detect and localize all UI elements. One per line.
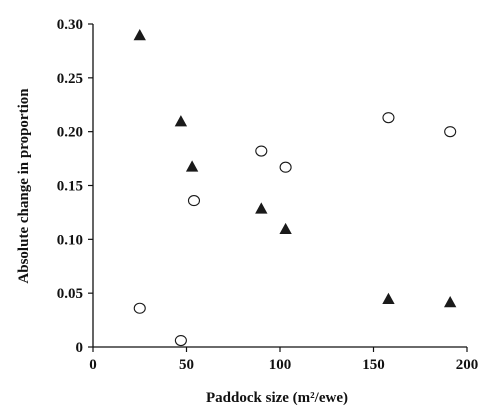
triangle-point	[174, 115, 188, 127]
data-points	[133, 29, 457, 347]
x-tick-label: 200	[456, 357, 479, 373]
axes	[92, 24, 467, 348]
circle-point	[279, 161, 292, 173]
y-tick-label: 0	[76, 340, 84, 356]
circle-point	[187, 195, 201, 207]
circle-point	[444, 126, 457, 138]
y-tick-label: 0.15	[57, 179, 83, 195]
triangle-point	[382, 292, 395, 305]
triangle-point	[279, 222, 292, 235]
x-tick-label: 50	[179, 357, 194, 373]
y-tick-label: 0.05	[57, 286, 83, 302]
y-axis-title: Absolute change in proportion	[16, 88, 32, 284]
ticks: 0 50 100 150 200 0 0.05 0.10 0.15 0.20 0.25 0.30	[57, 17, 479, 373]
circle-point	[174, 334, 187, 347]
circle-point	[255, 145, 268, 157]
y-tick-label: 0.30	[57, 17, 83, 33]
x-axis-title: Paddock size (m²/ewe)	[206, 390, 348, 406]
triangle-point	[255, 202, 268, 214]
triangle-point	[443, 296, 457, 308]
y-tick-label: 0.25	[57, 71, 83, 87]
y-tick-label: 0.10	[57, 232, 83, 248]
x-tick-label: 0	[89, 357, 97, 373]
triangle-point	[185, 160, 199, 172]
triangle-point	[133, 29, 146, 41]
y-tick-label: 0.20	[57, 125, 83, 141]
x-tick-label: 150	[362, 357, 385, 373]
circle-point	[133, 302, 146, 314]
x-tick-label: 100	[269, 357, 292, 373]
circle-point	[382, 112, 395, 124]
